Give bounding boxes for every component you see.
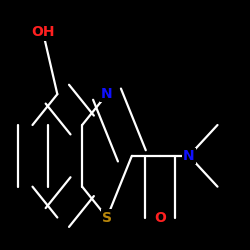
Text: S: S (102, 210, 112, 224)
Text: N: N (101, 87, 113, 101)
Text: OH: OH (31, 26, 55, 40)
Text: O: O (154, 210, 166, 224)
Text: N: N (183, 149, 195, 163)
